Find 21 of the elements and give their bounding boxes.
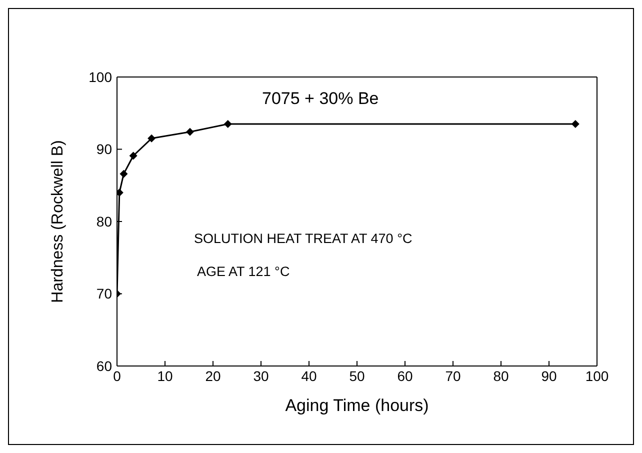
x-tick-label: 0	[113, 368, 122, 384]
y-axis-title: Hardness (Rockwell B)	[50, 140, 67, 303]
x-tick-label: 60	[397, 368, 413, 384]
x-tick-label: 80	[493, 368, 509, 384]
x-tick-label: 10	[157, 368, 173, 384]
y-tick-label: 90	[96, 141, 112, 158]
x-tick-label: 70	[445, 368, 461, 384]
y-tick-label: 70	[96, 286, 112, 302]
x-tick-label: 50	[349, 368, 365, 384]
annotation: 7075 + 30% Be	[262, 89, 379, 109]
x-tick-label: 90	[541, 368, 557, 384]
annotation: AGE AT 121 °C	[197, 264, 290, 279]
x-tick-label: 30	[253, 368, 269, 384]
x-tick-label: 20	[205, 368, 221, 384]
x-tick-label: 100	[585, 368, 609, 384]
y-tick-label: 60	[96, 358, 112, 374]
x-tick-label: 40	[301, 368, 317, 384]
x-axis-title: Aging Time (hours)	[285, 396, 429, 415]
y-tick-label: 100	[88, 68, 112, 85]
y-tick-label: 80	[96, 213, 112, 230]
annotation: SOLUTION HEAT TREAT AT 470 °C	[194, 231, 412, 246]
